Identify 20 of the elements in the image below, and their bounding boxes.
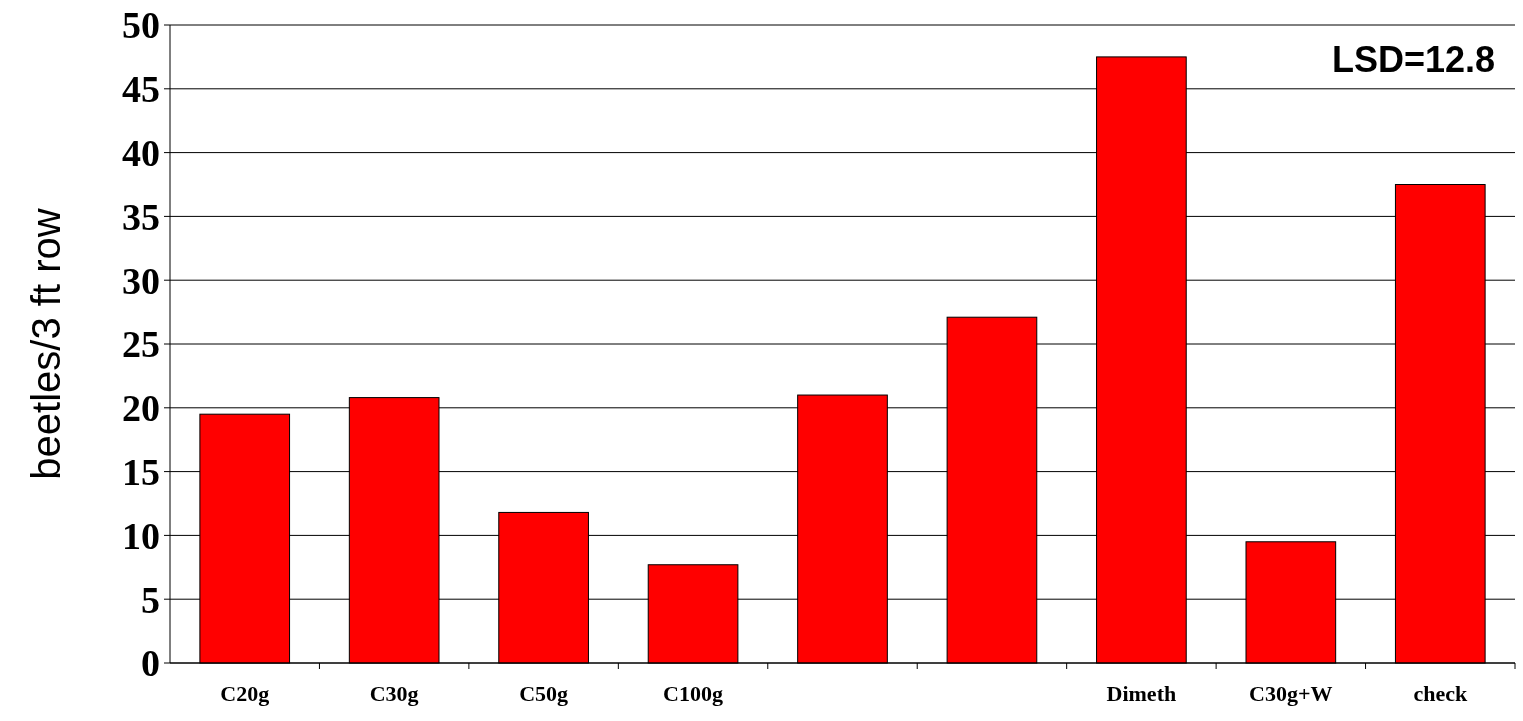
y-tick-label: 40 bbox=[122, 131, 160, 174]
x-tick-label: C30g+W bbox=[1249, 681, 1333, 706]
y-tick-label: 10 bbox=[122, 514, 160, 557]
x-tick-label: Dimeth bbox=[1106, 681, 1177, 706]
y-tick-label: 35 bbox=[122, 195, 160, 238]
y-axis-title: beetles/3 ft row bbox=[24, 208, 68, 480]
y-tick-label: 15 bbox=[122, 450, 160, 493]
x-tick-label: C50g bbox=[519, 681, 569, 706]
y-tick-label: 0 bbox=[141, 642, 160, 685]
x-tick-label: check bbox=[1413, 681, 1468, 706]
annotation: LSD=12.8 bbox=[1331, 39, 1495, 80]
x-tick-label: C100g bbox=[663, 681, 723, 706]
y-tick-label: 5 bbox=[141, 578, 160, 621]
y-tick-label: 25 bbox=[122, 323, 160, 366]
x-tick-label: C20g bbox=[220, 681, 270, 706]
y-tick-label: 45 bbox=[122, 68, 160, 111]
y-tick-label: 20 bbox=[122, 387, 160, 430]
y-tick-label: 50 bbox=[122, 4, 160, 47]
x-tick-label: C30g bbox=[369, 681, 419, 706]
y-tick-label: 30 bbox=[122, 259, 160, 302]
